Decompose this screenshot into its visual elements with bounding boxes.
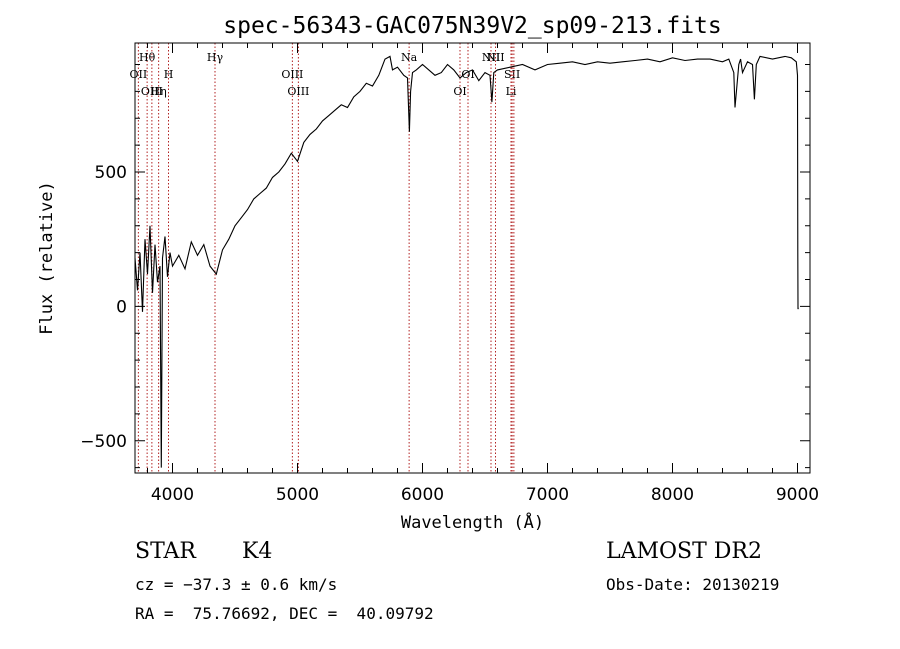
- line-label-6: OIII: [281, 68, 303, 81]
- x-tick-label-0: 4000: [151, 485, 194, 505]
- line-label-2: OIII: [141, 85, 163, 98]
- line-label-13: SII: [504, 68, 520, 81]
- x-tick-label-1: 5000: [276, 485, 319, 505]
- y-tick-label-1: 0: [116, 297, 127, 317]
- line-label-4: H: [164, 68, 174, 81]
- line-label-0: Hθ: [139, 51, 156, 64]
- line-label-9: OI: [453, 85, 466, 98]
- y-tick-label-2: 500: [95, 163, 127, 183]
- x-tick-label-2: 6000: [401, 485, 444, 505]
- coordinates: RA = 75.76692, DEC = 40.09792: [135, 604, 434, 623]
- line-label-8: Na: [401, 51, 418, 64]
- plot-frame: [134, 42, 811, 474]
- x-tick-label-3: 7000: [526, 485, 569, 505]
- object-class: STAR: [135, 539, 196, 564]
- line-label-12: NII: [486, 51, 504, 64]
- y-tick-label-0: −500: [80, 432, 127, 452]
- x-axis-label: Wavelength (Å): [401, 511, 544, 533]
- observation-date: Obs-Date: 20130219: [606, 575, 780, 594]
- line-label-14: Li: [506, 85, 517, 98]
- line-label-5: Hγ: [207, 51, 224, 64]
- spectrum-line: [134, 55, 799, 468]
- x-tick-label-4: 8000: [651, 485, 694, 505]
- line-label-7: OIII: [287, 85, 309, 98]
- chart-title: spec-56343-GAC075N39V2_sp09-213.fits: [223, 13, 722, 39]
- redshift-velocity: cz = −37.3 ± 0.6 km/s: [135, 575, 338, 594]
- survey-name: LAMOST DR2: [606, 539, 762, 564]
- line-label-3: Hη: [151, 85, 167, 98]
- spectral-subclass: K4: [242, 539, 273, 564]
- y-axis-label: Flux (relative): [37, 181, 57, 335]
- line-label-10: OI: [461, 68, 474, 81]
- x-tick-label-5: 9000: [776, 485, 819, 505]
- line-label-1: OII: [130, 68, 148, 81]
